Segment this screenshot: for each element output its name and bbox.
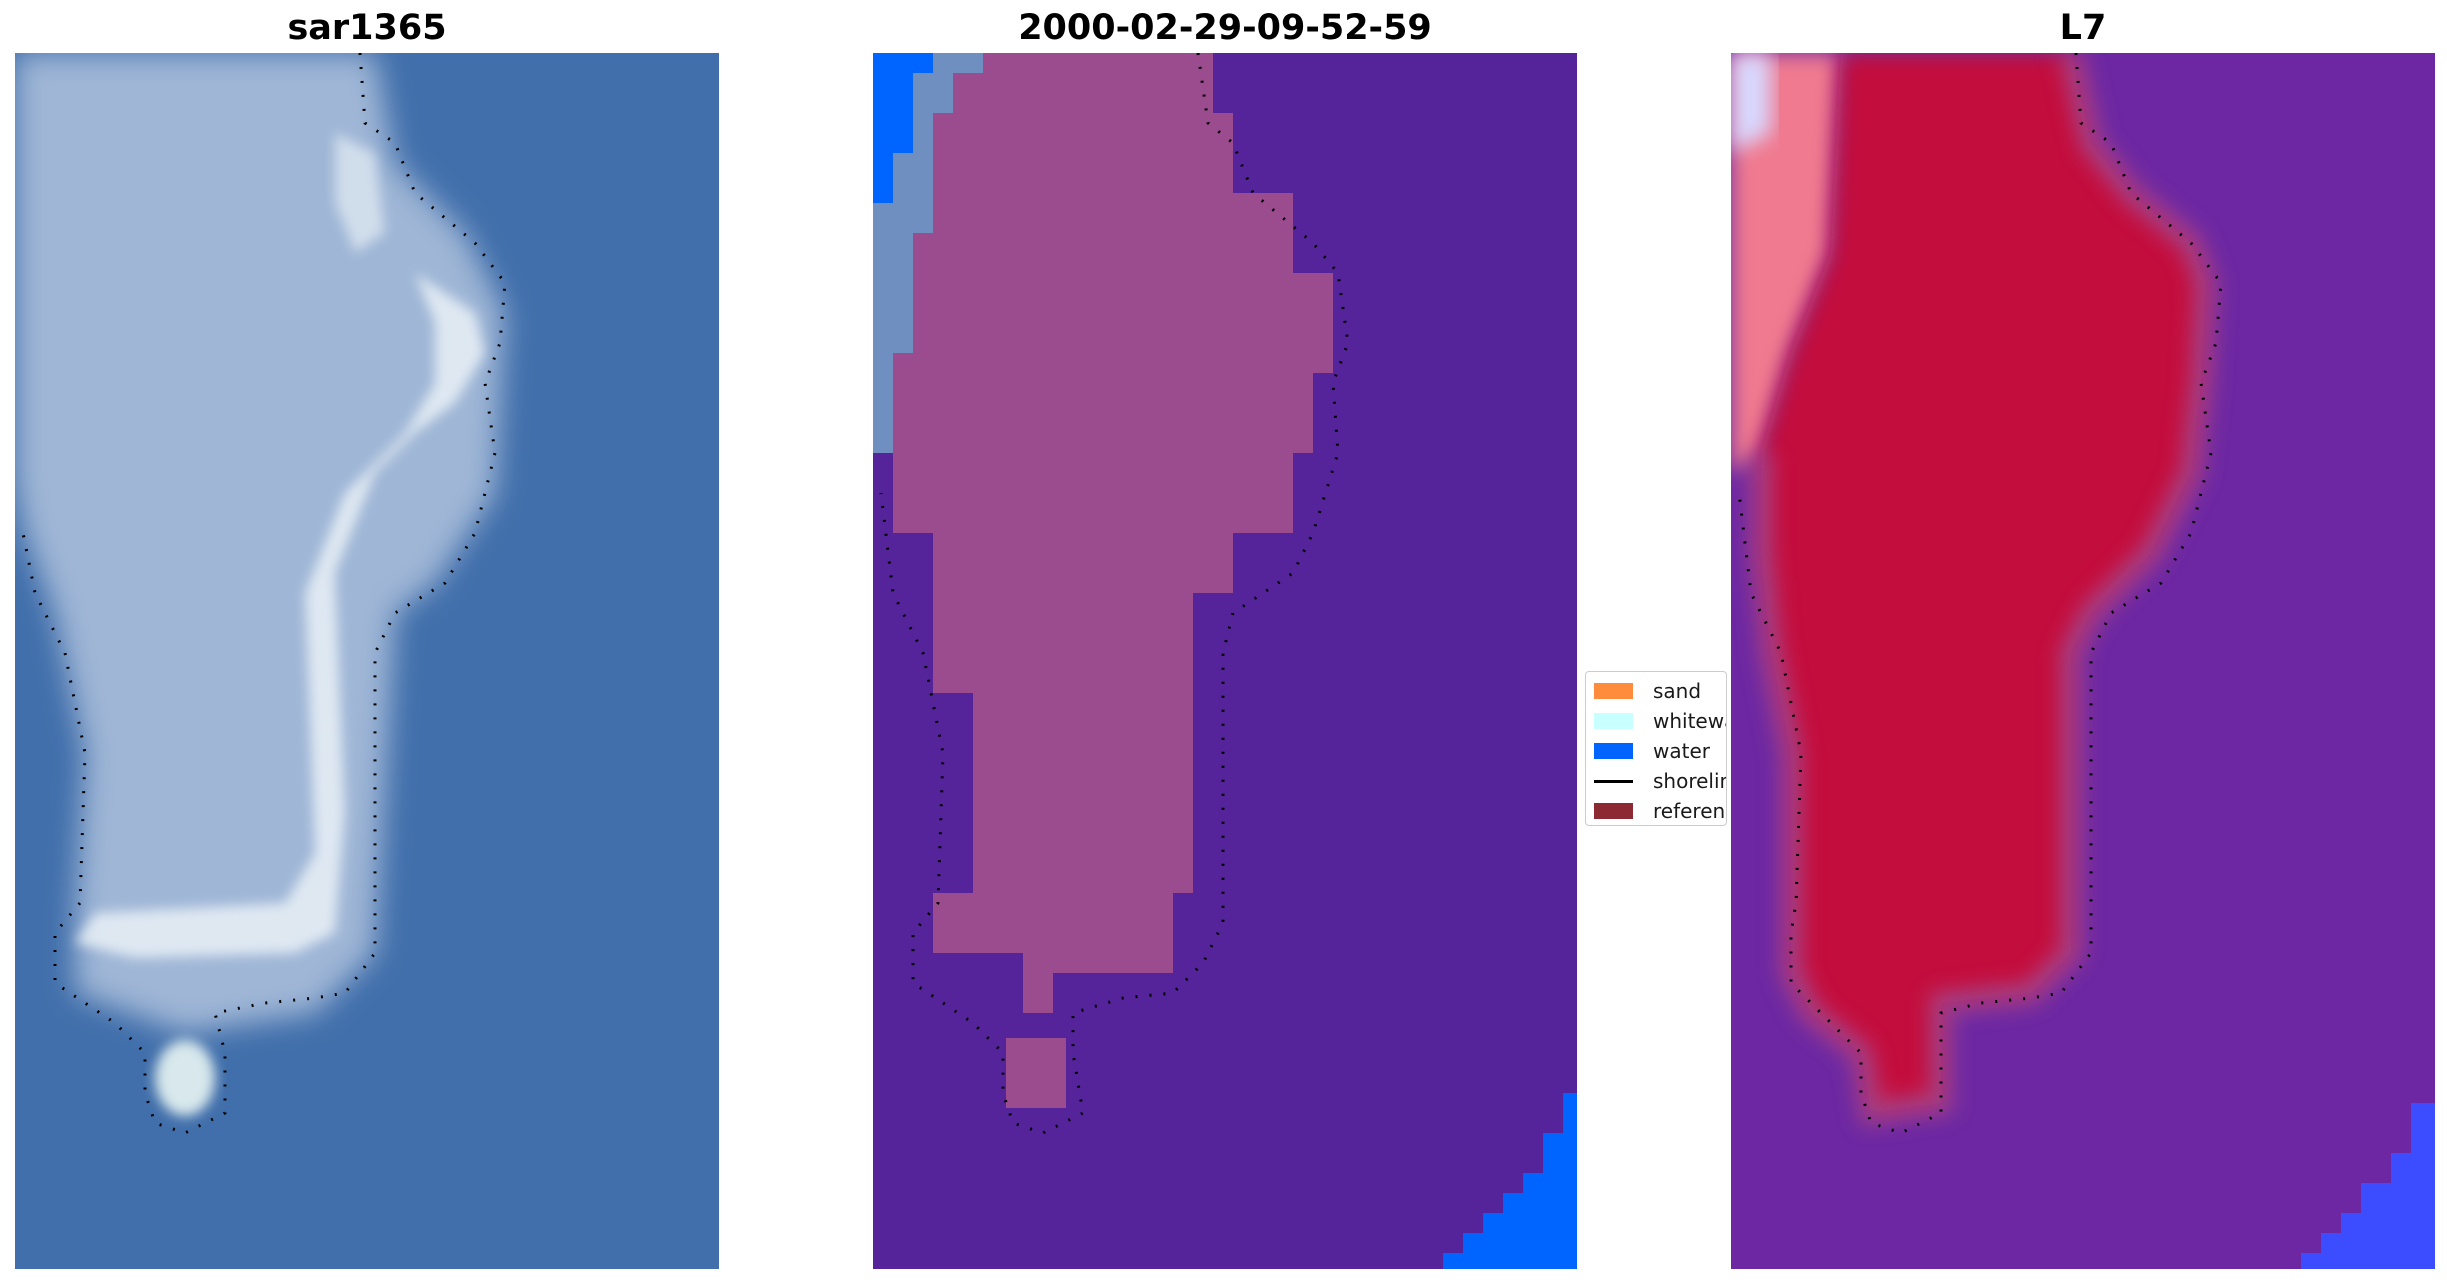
- index-land-area: [1761, 53, 2206, 1113]
- legend-label-shoreline: shoreline: [1653, 769, 1726, 793]
- index-left-fringe: [1731, 53, 1841, 473]
- bright-top: [335, 133, 385, 253]
- legend-item-water: water: [1586, 738, 1726, 764]
- water-class-bottomright: [1443, 1093, 1577, 1269]
- legend-line-shoreline: [1594, 780, 1633, 783]
- legend-label-water: water: [1653, 739, 1710, 763]
- index-top-left-white: [1731, 53, 1771, 153]
- legend-item-shoreline: shoreline: [1586, 768, 1726, 794]
- legend-label-sand: sand: [1653, 679, 1702, 703]
- classification-panel: [873, 53, 1577, 1269]
- legend-item-reference: reference: [1586, 798, 1726, 824]
- rgb-image-panel: [15, 53, 719, 1269]
- rgb-image: [15, 53, 719, 1269]
- island-area: [15, 53, 505, 1033]
- panel-title-index: L7: [2059, 8, 2107, 48]
- legend-swatch-reference: [1594, 803, 1633, 819]
- classification-image: [873, 53, 1577, 1269]
- index-image: [1731, 53, 2435, 1269]
- bright-beach: [75, 273, 485, 958]
- legend-swatch-whitewater: [1594, 713, 1633, 729]
- index-water-bottomright: [2301, 1103, 2435, 1269]
- index-land-halo: [1748, 53, 2220, 1128]
- index-panel: [1731, 53, 2435, 1269]
- legend-swatch-sand: [1594, 683, 1633, 699]
- legend-item-sand: sand: [1586, 678, 1726, 704]
- legend-item-whitewater: whitewater: [1586, 708, 1726, 734]
- water-class-topleft: [873, 53, 933, 203]
- panel-title-rgb: sar1365: [287, 8, 447, 48]
- land-class-area: [893, 53, 1333, 1013]
- legend-label-whitewater: whitewater: [1653, 709, 1726, 733]
- legend-swatch-water: [1594, 743, 1633, 759]
- legend: sand whitewater water shoreline referenc…: [1585, 671, 1727, 826]
- small-islet: [155, 1040, 215, 1116]
- panel-title-classification: 2000-02-29-09-52-59: [1018, 8, 1432, 48]
- islet-class: [1006, 1038, 1066, 1108]
- legend-label-reference: reference: [1653, 799, 1726, 823]
